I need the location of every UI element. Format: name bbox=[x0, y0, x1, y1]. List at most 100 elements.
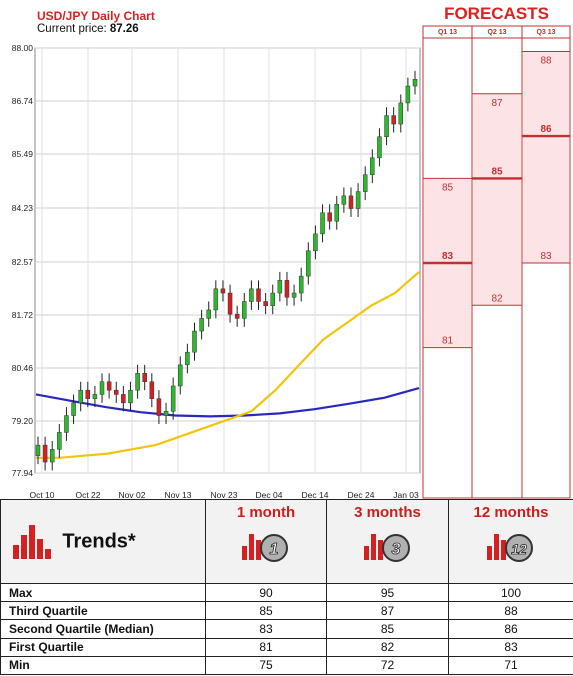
candle-body bbox=[398, 102, 404, 125]
y-tick-label: 79.20 bbox=[12, 416, 34, 426]
candle-body bbox=[284, 280, 290, 298]
candle-body bbox=[220, 288, 226, 294]
candle-body bbox=[370, 157, 375, 175]
candle-body bbox=[99, 381, 105, 395]
cell-value: 83 bbox=[205, 619, 327, 639]
candle-body bbox=[78, 389, 83, 404]
candle-body bbox=[42, 444, 48, 463]
candle-body bbox=[163, 411, 169, 416]
candle-body bbox=[213, 288, 219, 311]
current-price-value: 87.26 bbox=[109, 23, 139, 35]
horizon-badge-12-icon: 12 bbox=[449, 524, 573, 567]
candle-body bbox=[142, 373, 147, 382]
candle-body bbox=[57, 432, 62, 450]
trends-col-3-months: 3 months 3 bbox=[326, 499, 449, 584]
candle-body bbox=[313, 233, 318, 252]
candle-body bbox=[113, 389, 119, 395]
y-tick-label: 86.74 bbox=[12, 96, 34, 106]
candle-body bbox=[362, 174, 368, 192]
chart-title: USD/JPY Daily Chart bbox=[37, 9, 155, 23]
candle-body bbox=[377, 136, 382, 159]
candle-body bbox=[192, 330, 197, 353]
forecast-max-label: 88 bbox=[540, 56, 552, 67]
cell-value: 90 bbox=[205, 582, 327, 603]
y-tick-label: 81.72 bbox=[12, 310, 34, 320]
candle-body bbox=[128, 389, 133, 404]
cell-value: 86 bbox=[448, 619, 573, 639]
candle-body bbox=[277, 280, 283, 294]
forecast-column-header: Q1 13 bbox=[438, 29, 457, 36]
x-tick-label: Oct 22 bbox=[75, 490, 100, 499]
cell-value: 83 bbox=[448, 637, 573, 657]
trends-col-12-months: 12 months 12 bbox=[448, 499, 573, 584]
forecast-max-label: 87 bbox=[491, 98, 503, 109]
forecast-max-label: 85 bbox=[442, 182, 454, 193]
candle-body bbox=[263, 301, 268, 306]
trends-col-label: 3 months bbox=[354, 504, 421, 521]
candle-body bbox=[92, 394, 98, 399]
trends-col-label: 1 month bbox=[236, 504, 296, 521]
current-price-label: Current price: bbox=[37, 23, 107, 35]
candle-body bbox=[234, 313, 240, 319]
candle-body bbox=[227, 292, 233, 315]
y-tick-label: 82.57 bbox=[12, 257, 34, 267]
cell-value: 71 bbox=[448, 655, 573, 676]
candle-body bbox=[334, 204, 340, 222]
x-tick-label: Nov 13 bbox=[165, 490, 192, 499]
candle-body bbox=[170, 385, 176, 412]
plot-area bbox=[34, 47, 421, 474]
cell-value: 72 bbox=[326, 655, 449, 676]
candle-body bbox=[327, 212, 332, 222]
candle-body bbox=[135, 373, 140, 391]
table-row: Max 90 95 100 bbox=[0, 582, 573, 603]
candle-body bbox=[35, 444, 41, 456]
x-tick-label: Nov 02 bbox=[119, 490, 146, 499]
candle-body bbox=[348, 195, 354, 209]
cell-value: 85 bbox=[205, 601, 327, 621]
candle-body bbox=[106, 381, 112, 391]
y-tick-label: 80.46 bbox=[12, 363, 34, 373]
row-label: Second Quartile (Median) bbox=[0, 619, 206, 639]
x-tick-label: Dec 24 bbox=[348, 490, 375, 499]
x-tick-label: Dec 04 bbox=[256, 490, 283, 499]
cell-value: 82 bbox=[326, 637, 449, 657]
chart-canvas: 88.00 86.74 85.49 84.23 82.57 81.72 80.46 79.20… bbox=[12, 25, 571, 499]
x-tick-label: Nov 23 bbox=[211, 490, 238, 499]
row-label: Min bbox=[0, 655, 206, 676]
trends-col-1-month: 1 month 1 bbox=[205, 499, 327, 584]
row-label: Max bbox=[0, 582, 206, 603]
forecast-min-label: 82 bbox=[491, 293, 503, 304]
forecast-min-label: 83 bbox=[540, 251, 552, 262]
forecast-range-box bbox=[473, 93, 521, 306]
trends-col-label: 12 months bbox=[473, 504, 549, 521]
candle-body bbox=[270, 292, 275, 306]
forecast-median-label: 83 bbox=[442, 251, 454, 262]
candle-body bbox=[85, 389, 91, 399]
svg-text:3: 3 bbox=[391, 541, 400, 558]
x-tick-label: Dec 14 bbox=[302, 490, 329, 499]
row-label: Third Quartile bbox=[0, 601, 206, 621]
horizon-badge-1-icon: 1 bbox=[206, 524, 326, 567]
candle-body bbox=[355, 191, 361, 209]
series-line-long-ma bbox=[35, 387, 420, 418]
forecast-column-header: Q2 13 bbox=[487, 29, 506, 36]
y-tick-label: 85.49 bbox=[12, 149, 34, 159]
svg-text:12: 12 bbox=[511, 541, 527, 557]
table-row: First Quartile 81 82 83 bbox=[0, 637, 573, 657]
candle-body bbox=[291, 292, 297, 298]
candle-body bbox=[199, 318, 204, 332]
y-tick-label: 84.23 bbox=[12, 203, 34, 213]
forecast-median-label: 86 bbox=[540, 124, 552, 135]
candle-body bbox=[206, 309, 211, 319]
series-line-short-ma bbox=[36, 271, 420, 459]
row-label: First Quartile bbox=[0, 637, 206, 657]
candle-body bbox=[242, 301, 247, 319]
trends-title: Trends* bbox=[62, 530, 136, 552]
cell-value: 81 bbox=[205, 637, 327, 657]
table-row: Min 75 72 71 bbox=[0, 655, 573, 676]
bar-chart-icon bbox=[13, 524, 51, 559]
cell-value: 95 bbox=[326, 582, 449, 603]
table-row: Second Quartile (Median) 83 85 86 bbox=[0, 619, 573, 639]
candle-body bbox=[384, 115, 389, 137]
candle-body bbox=[156, 398, 162, 416]
